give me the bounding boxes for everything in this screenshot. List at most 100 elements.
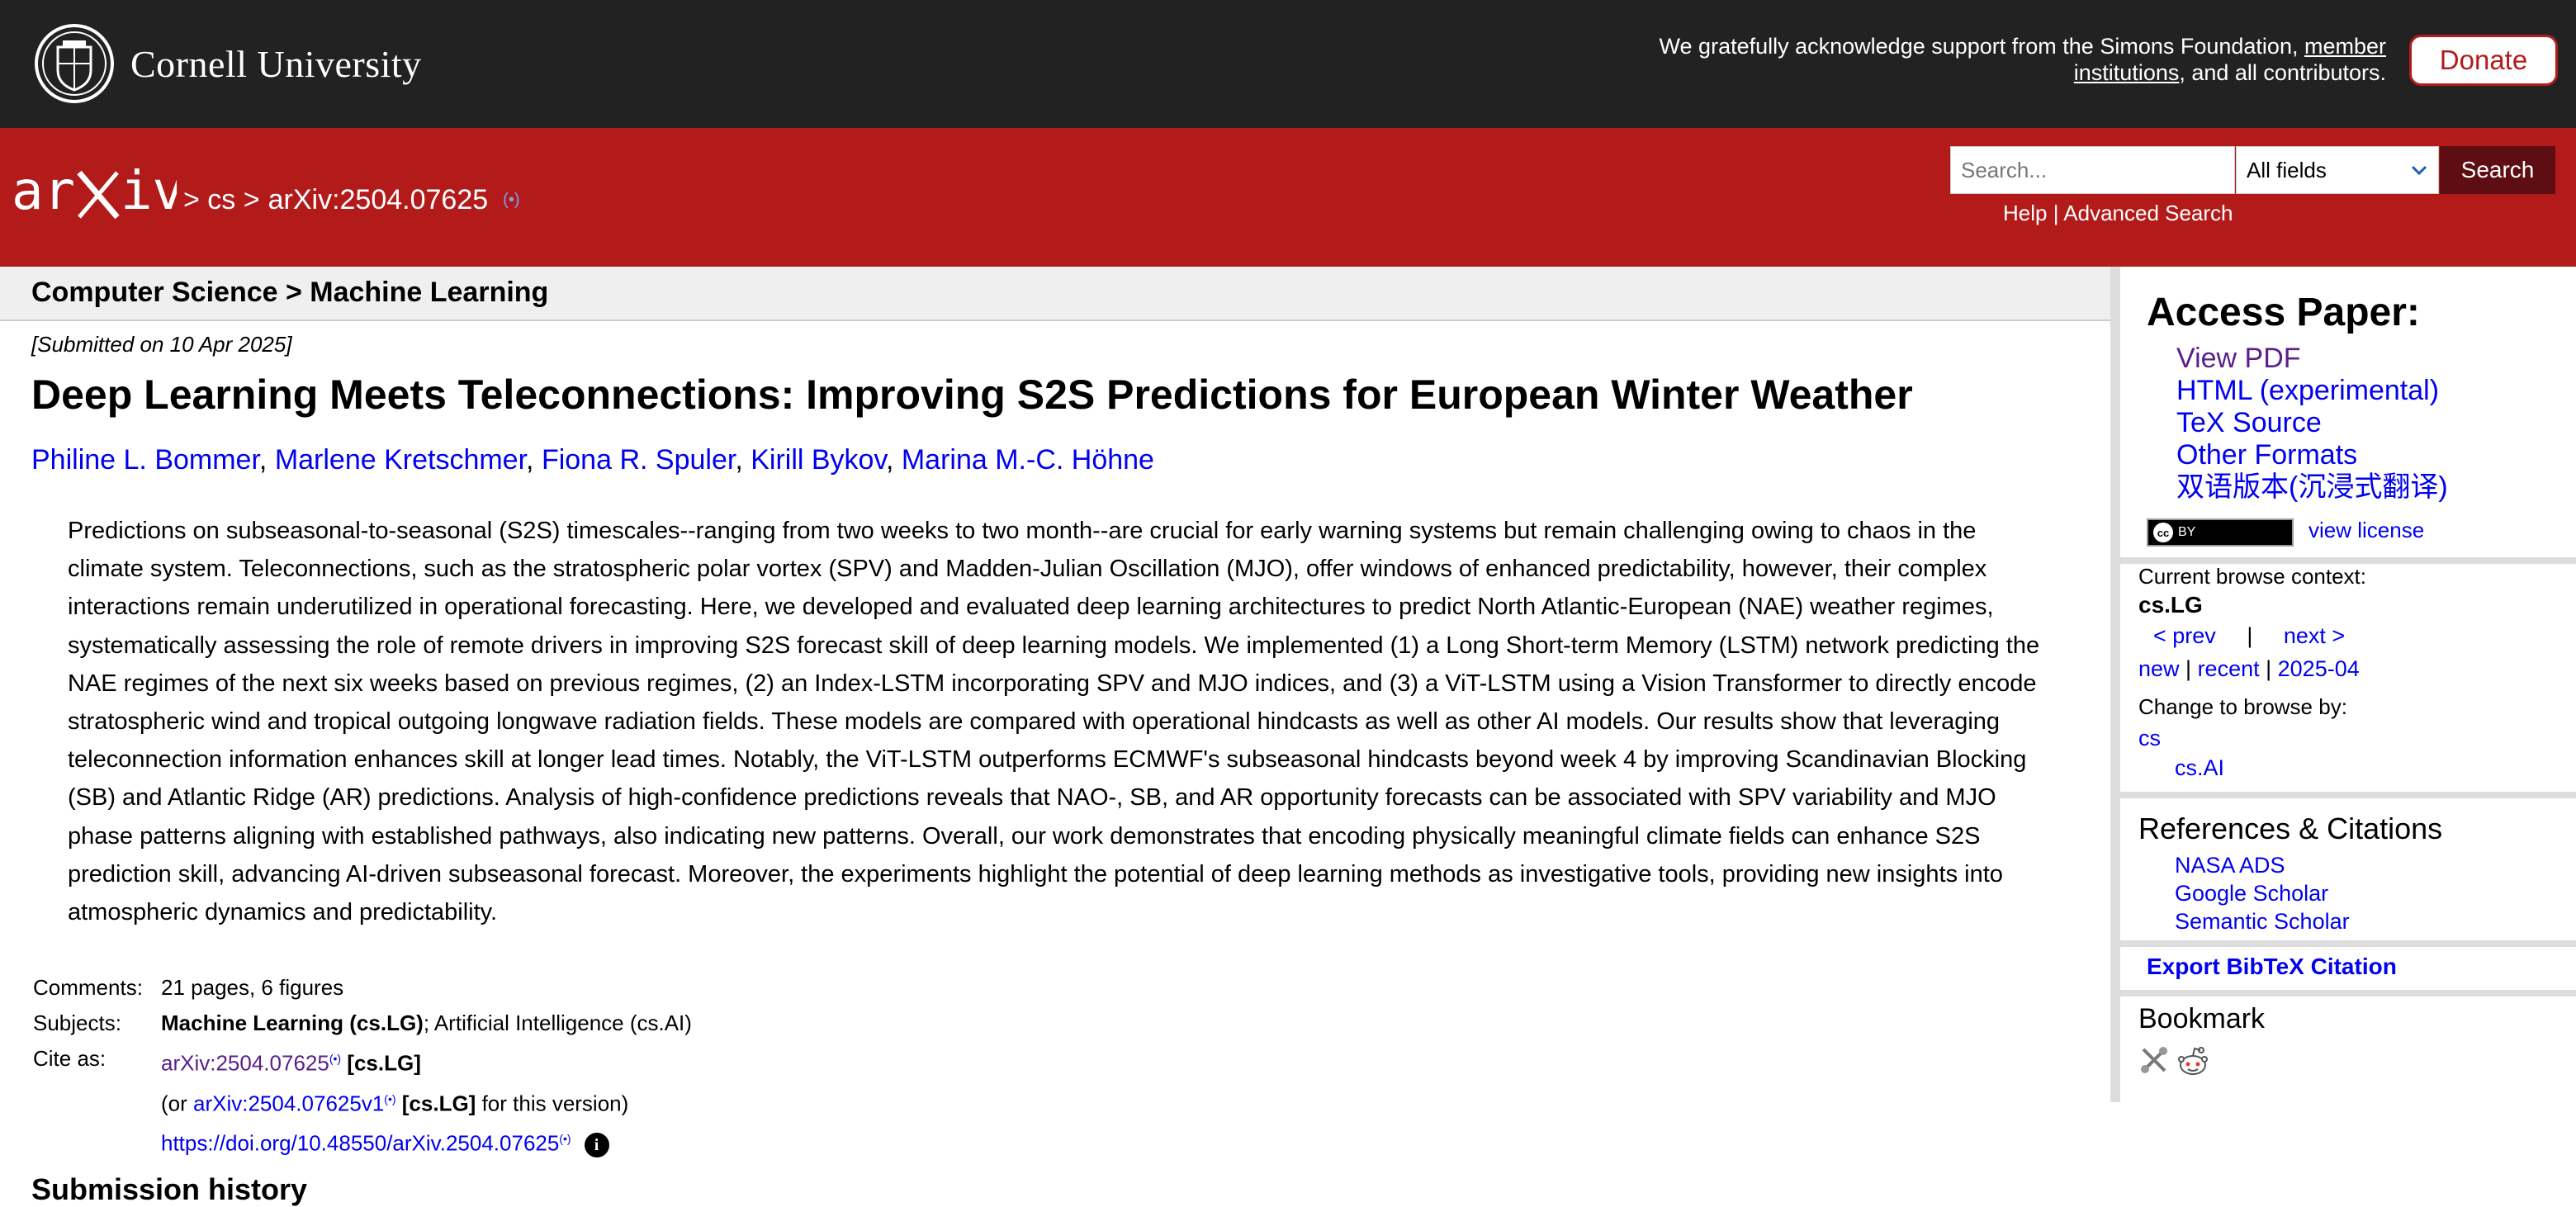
prev-link[interactable]: < prev [2153, 623, 2216, 648]
comments-row: Comments: 21 pages, 6 figures [33, 970, 692, 1006]
sidebar-divider [2120, 557, 2576, 564]
browse-cs-link[interactable]: cs [2138, 726, 2161, 750]
tex-source-link[interactable]: TeX Source [2176, 407, 2322, 438]
arxiv-header: ar iv > cs > arXiv:2504.07625 (•) Search… [0, 128, 2576, 267]
sidebar-divider [2120, 990, 2576, 996]
sidebar-divider [2120, 792, 2576, 798]
institutions-link[interactable]: institutions [2073, 60, 2180, 85]
paper-metadata: Comments: 21 pages, 6 figures Subjects: … [33, 970, 692, 1162]
access-links: View PDF HTML (experimental) TeX Source … [2176, 343, 2448, 504]
cite-v1-link[interactable]: arXiv:2504.07625v1 [193, 1091, 385, 1116]
prev-next-nav: < prev | next > [2153, 623, 2345, 649]
bibsonomy-icon[interactable] [2138, 1044, 2170, 1076]
creative-commons-icon: cc [2153, 523, 2173, 542]
cc-by-text: BY [2178, 525, 2196, 539]
cite-or-text: (or [161, 1091, 193, 1116]
recent-link[interactable]: recent [2197, 656, 2260, 681]
month-link[interactable]: 2025-04 [2277, 656, 2360, 681]
svg-text:ar: ar [12, 163, 75, 222]
browse-csai-link[interactable]: cs.AI [2175, 755, 2225, 780]
advanced-search-link[interactable]: Advanced Search [2063, 201, 2233, 225]
sidebar-divider [2120, 940, 2576, 947]
subjects-label: Subjects: [33, 1011, 121, 1035]
references-links: NASA ADS Google Scholar Semantic Scholar [2175, 851, 2350, 935]
right-sidebar: Access Paper: View PDF HTML (experimenta… [2110, 267, 2576, 1189]
semantic-scholar-link[interactable]: Semantic Scholar [2175, 909, 2350, 934]
arxiv-logo[interactable]: ar iv [12, 163, 177, 222]
cite-arxiv-link[interactable]: arXiv:2504.07625 [161, 1050, 329, 1076]
paper-title: Deep Learning Meets Teleconnections: Imp… [31, 372, 1913, 418]
subjects-row: Subjects: Machine Learning (cs.LG); Arti… [33, 1006, 692, 1041]
change-browse-label: Change to browse by: [2138, 694, 2347, 719]
new-link[interactable]: new [2138, 656, 2180, 681]
support-text: We gratefully acknowledge support from t… [1659, 34, 2304, 59]
support-text-end: , and all contributors. [2179, 60, 2386, 85]
cite-category: [cs.LG] [347, 1050, 421, 1076]
subject-title: Computer Science > Machine Learning [31, 277, 549, 308]
sidebar-border [2110, 267, 2120, 1102]
subject-header: Computer Science > Machine Learning [0, 267, 2110, 321]
bookmark-heading: Bookmark [2138, 1003, 2266, 1034]
cornell-header: Cornell University We gratefully acknowl… [0, 0, 2576, 128]
rss-icon[interactable]: (•) [503, 191, 520, 209]
svg-text:iv: iv [121, 163, 177, 222]
author-link[interactable]: Kirill Bykov [751, 444, 886, 476]
other-formats-link[interactable]: Other Formats [2176, 439, 2358, 471]
rss-icon[interactable]: (•) [559, 1132, 571, 1146]
rss-icon[interactable]: (•) [329, 1052, 342, 1065]
access-paper-heading: Access Paper: [2147, 291, 2420, 334]
member-link[interactable]: member [2304, 34, 2386, 59]
next-link[interactable]: next > [2283, 623, 2346, 648]
browse-context-label: Current browse context: [2138, 564, 2367, 589]
view-license-link[interactable]: view license [2308, 518, 2425, 542]
cornell-logo[interactable]: Cornell University [33, 18, 422, 109]
abstract: Predictions on subseasonal-to-seasonal (… [68, 518, 2040, 926]
rss-icon[interactable]: (•) [384, 1091, 396, 1105]
cite-label: Cite as: [33, 1046, 107, 1071]
comments-value: 21 pages, 6 figures [161, 975, 344, 1000]
donate-button[interactable]: Donate [2409, 35, 2558, 86]
reddit-icon[interactable] [2176, 1044, 2209, 1077]
author-list: Philine L. Bommer, Marlene Kretschmer, F… [31, 444, 1154, 476]
info-icon[interactable]: i [584, 1133, 609, 1158]
breadcrumb: > cs > arXiv:2504.07625 (•) [183, 184, 519, 216]
view-pdf-link[interactable]: View PDF [2176, 343, 2301, 374]
secondary-subjects: ; Artificial Intelligence (cs.AI) [423, 1011, 692, 1035]
help-separator: | [2047, 201, 2064, 225]
primary-subject: Machine Learning (cs.LG) [161, 1011, 424, 1035]
chevron-down-icon [2411, 165, 2427, 176]
author-link[interactable]: Philine L. Bommer [31, 444, 259, 476]
submitted-date: [Submitted on 10 Apr 2025] [31, 332, 292, 357]
nav-separator: | [2247, 623, 2253, 648]
google-scholar-link[interactable]: Google Scholar [2175, 881, 2329, 906]
cornell-university-name: Cornell University [130, 42, 422, 85]
browse-context-value: cs.LG [2138, 592, 2203, 618]
cite-version-row: (or arXiv:2504.07625v1(•) [cs.LG] for th… [33, 1082, 692, 1122]
nasa-ads-link[interactable]: NASA ADS [2175, 853, 2285, 878]
cite-version-text: for this version) [476, 1091, 629, 1116]
search-button[interactable]: Search [2440, 146, 2555, 194]
cornell-seal-icon [35, 24, 114, 103]
search-field-select[interactable]: All fields [2236, 146, 2439, 194]
cc-by-license-badge[interactable]: cc BY [2147, 518, 2294, 547]
submission-history-heading: Submission history [31, 1172, 308, 1206]
breadcrumb-cs[interactable]: > cs > [183, 184, 260, 215]
bilingual-version-link[interactable]: 双语版本(沉浸式翻译) [2176, 471, 2448, 503]
bookmark-icons [2138, 1044, 2209, 1077]
doi-link[interactable]: https://doi.org/10.48550/arXiv.2504.0762… [161, 1130, 560, 1156]
cite-row: Cite as: arXiv:2504.07625(•) [cs.LG] [33, 1041, 692, 1082]
doi-row: https://doi.org/10.48550/arXiv.2504.0762… [33, 1121, 692, 1162]
search-field-value: All fields [2247, 157, 2327, 182]
search-input[interactable]: Search... [1950, 146, 2235, 194]
author-link[interactable]: Fiona R. Spuler [541, 444, 736, 476]
export-bibtex-link[interactable]: Export BibTeX Citation [2147, 954, 2397, 979]
support-acknowledgement: We gratefully acknowledge support from t… [1627, 33, 2386, 86]
help-link[interactable]: Help [2003, 201, 2048, 225]
author-link[interactable]: Marlene Kretschmer [274, 444, 527, 476]
search-placeholder: Search... [1961, 157, 2048, 182]
references-heading: References & Citations [2138, 812, 2443, 845]
html-experimental-link[interactable]: HTML (experimental) [2176, 375, 2440, 406]
help-links: Help | Advanced Search [2003, 201, 2233, 226]
breadcrumb-paper-id: arXiv:2504.07625 [268, 184, 489, 215]
author-link[interactable]: Marina M.-C. Höhne [901, 444, 1154, 476]
